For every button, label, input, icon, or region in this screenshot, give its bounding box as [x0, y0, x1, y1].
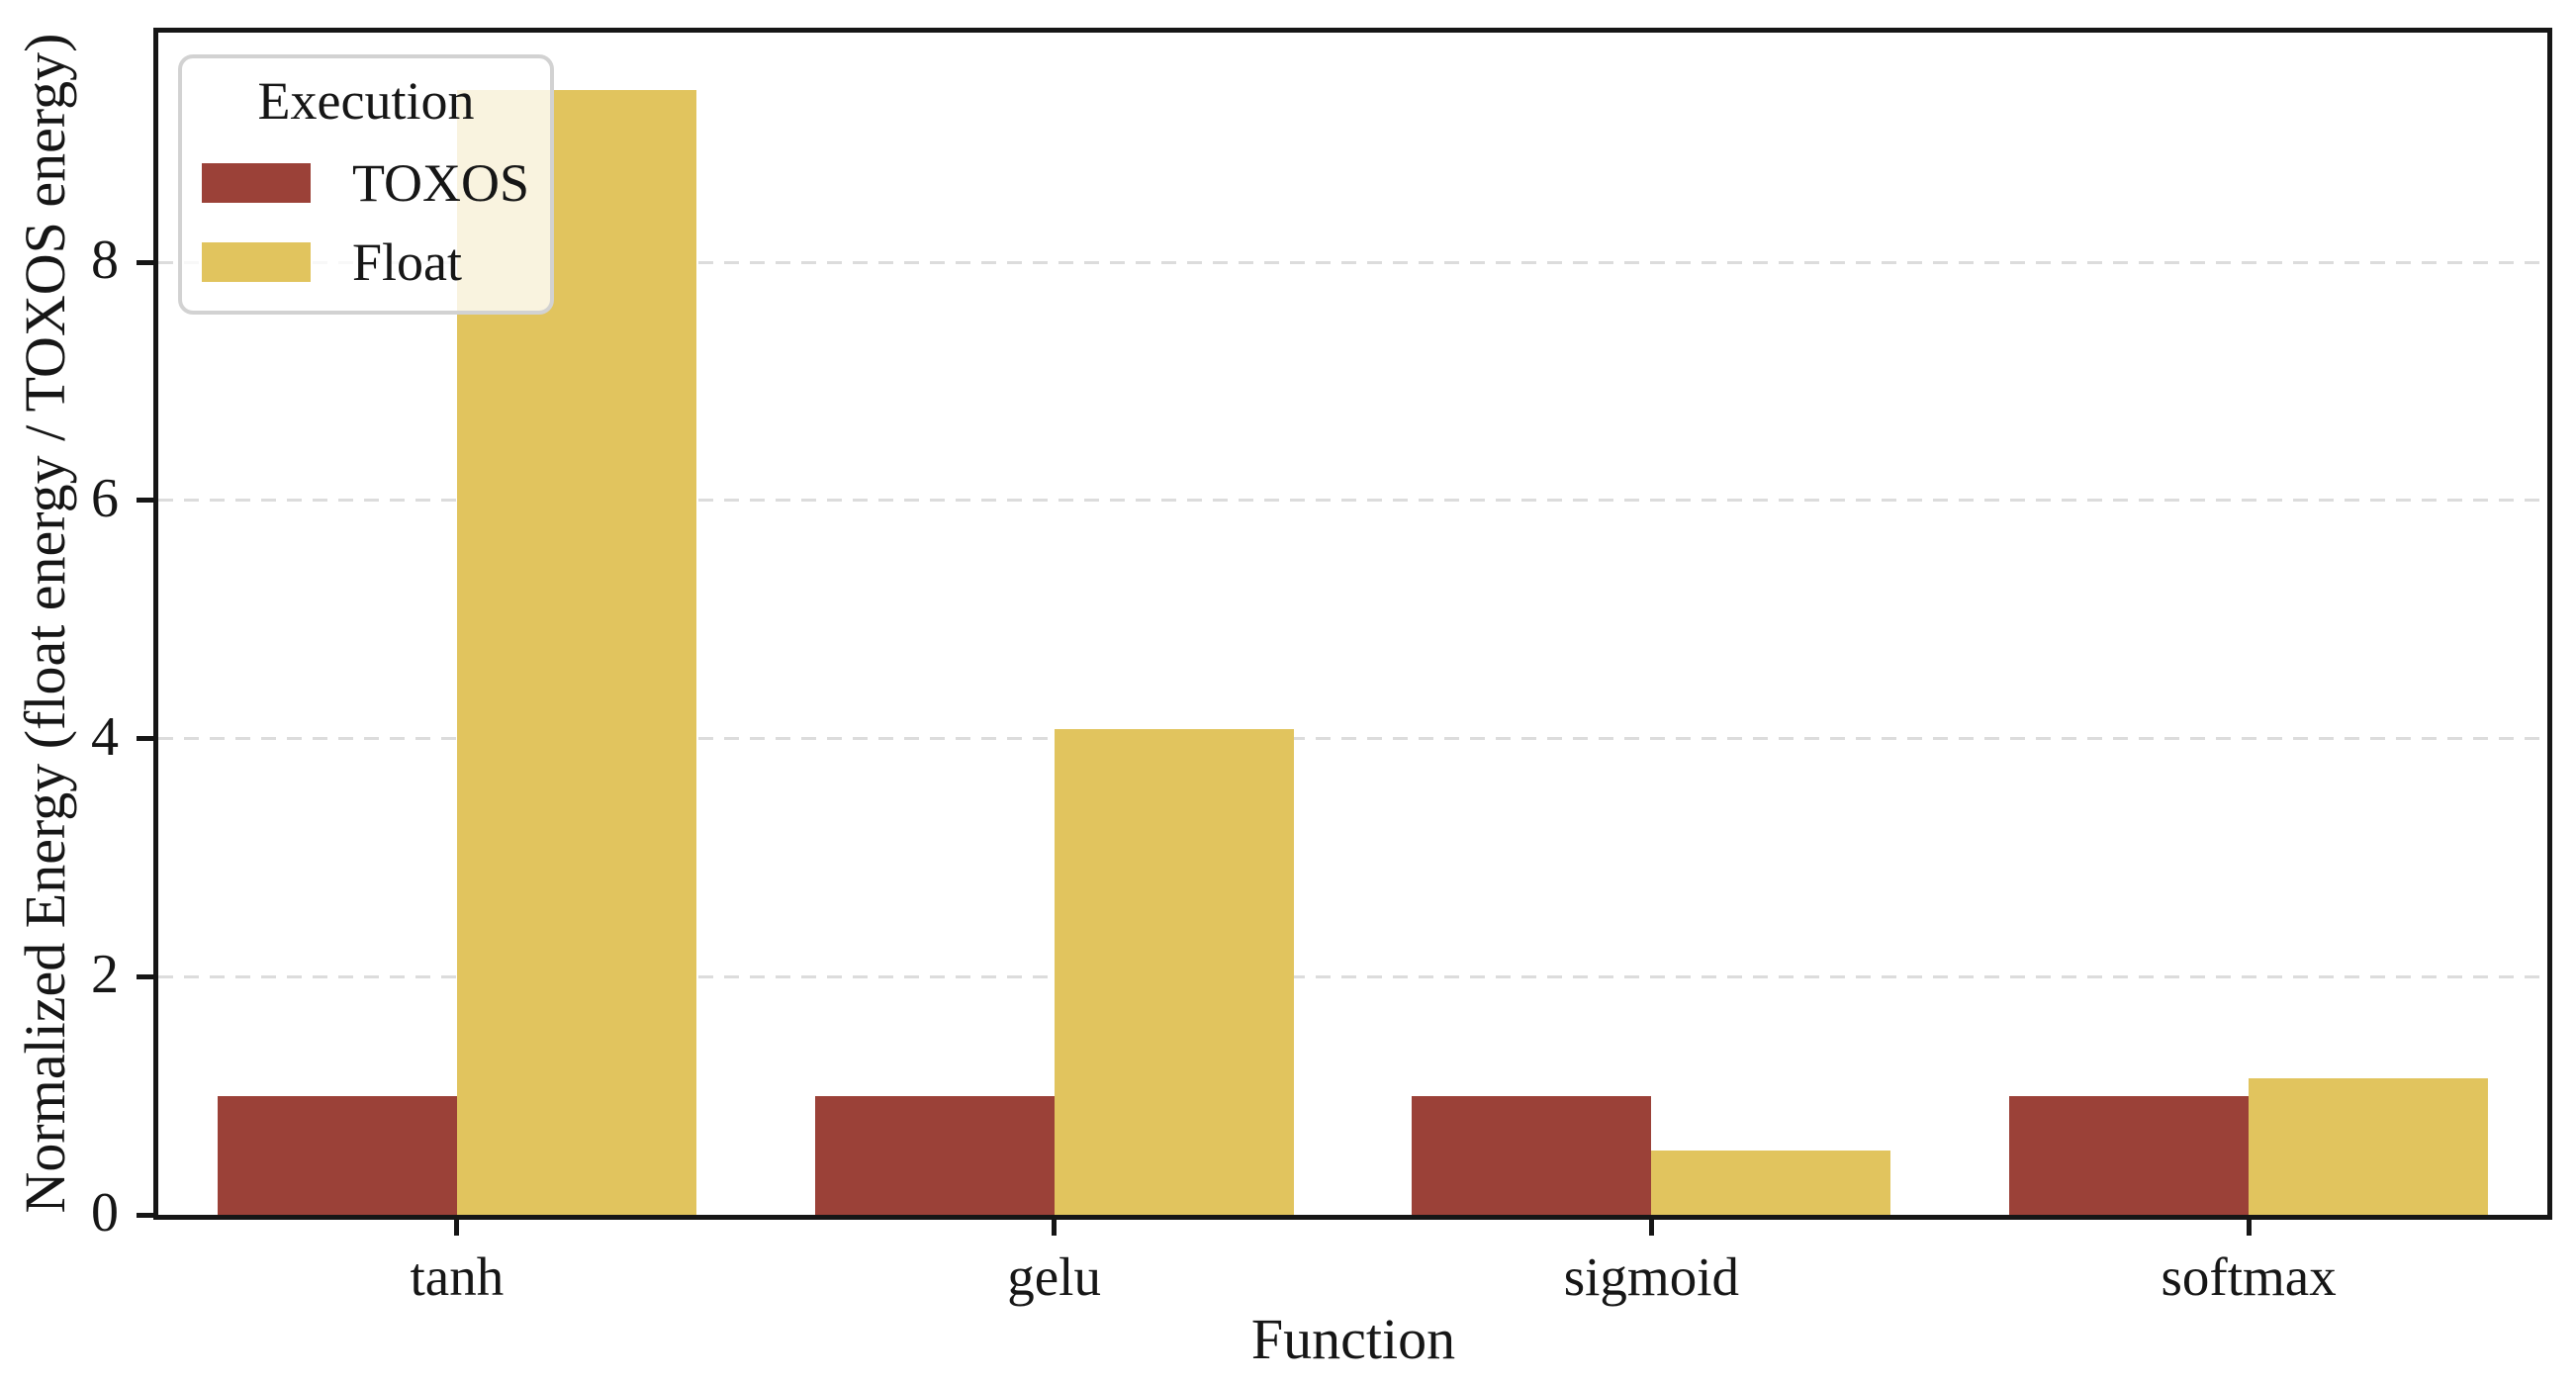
- bar-float-sigmoid: [1651, 1151, 1891, 1215]
- bar-float-softmax: [2249, 1077, 2489, 1215]
- x-tick-label-softmax: softmax: [2161, 1246, 2337, 1307]
- y-tick-label-4: 4: [91, 705, 119, 768]
- x-tick-label-gelu: gelu: [1007, 1246, 1101, 1307]
- gridline-y2: [158, 974, 2547, 978]
- x-tick-mark-tanh: [454, 1220, 460, 1236]
- y-tick-mark-4: [137, 736, 153, 742]
- y-tick-mark-8: [137, 259, 153, 265]
- x-tick-mark-sigmoid: [1648, 1220, 1654, 1236]
- legend-title: Execution: [257, 71, 475, 131]
- y-tick-label-6: 6: [91, 467, 119, 529]
- bar-toxos-gelu: [814, 1095, 1055, 1215]
- bar-toxos-sigmoid: [1412, 1095, 1652, 1215]
- legend-label-toxos: TOXOS: [352, 153, 530, 213]
- y-tick-label-8: 8: [91, 230, 119, 292]
- legend-entry-float: Float: [202, 234, 550, 290]
- bar-toxos-softmax: [2009, 1095, 2250, 1215]
- y-tick-mark-2: [137, 973, 153, 979]
- plot-area: [153, 28, 2552, 1220]
- legend: Execution TOXOS Float: [178, 54, 554, 315]
- x-tick-label-sigmoid: sigmoid: [1563, 1246, 1739, 1307]
- gridline-y4: [158, 737, 2547, 741]
- x-axis-label: Function: [1250, 1307, 1456, 1371]
- y-tick-mark-0: [137, 1212, 153, 1218]
- x-tick-mark-softmax: [2246, 1220, 2252, 1236]
- legend-swatch-toxos-icon: [202, 163, 311, 203]
- gridline-y8: [158, 260, 2547, 264]
- y-tick-mark-6: [137, 498, 153, 504]
- bar-float-gelu: [1054, 729, 1294, 1215]
- legend-entry-toxos: TOXOS: [202, 155, 550, 211]
- gridline-y6: [158, 499, 2547, 503]
- legend-swatch-float-icon: [202, 242, 311, 282]
- y-axis-label: Normalized Energy (float energy / TOXOS …: [13, 33, 77, 1214]
- x-tick-mark-gelu: [1052, 1220, 1058, 1236]
- x-tick-label-tanh: tanh: [410, 1246, 505, 1307]
- y-tick-label-2: 2: [91, 944, 119, 1006]
- legend-label-float: Float: [352, 232, 463, 292]
- y-tick-label-0: 0: [91, 1181, 119, 1244]
- bar-toxos-tanh: [217, 1095, 457, 1215]
